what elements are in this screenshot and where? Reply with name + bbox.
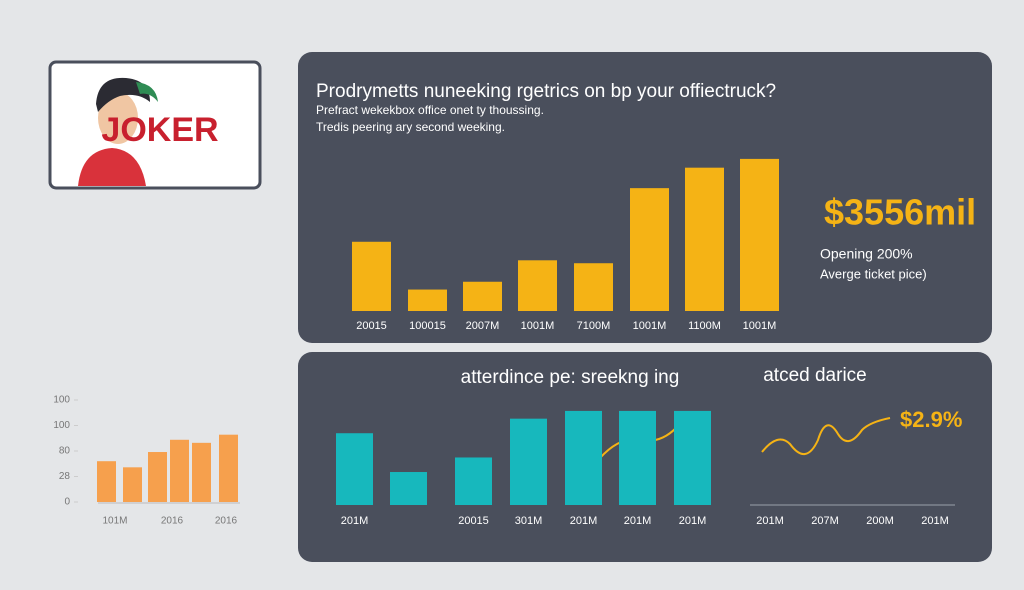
y-tick-label: 0 bbox=[64, 497, 70, 508]
logo-figure bbox=[78, 77, 158, 186]
bar bbox=[455, 457, 492, 505]
stat-value: $3556mil bbox=[824, 192, 976, 233]
x-tick-label: 1001M bbox=[743, 320, 777, 332]
y-tick-label: 28 bbox=[59, 471, 71, 482]
bar bbox=[685, 167, 724, 311]
x-tick-label: 1001M bbox=[633, 320, 667, 332]
bar bbox=[619, 410, 656, 505]
stat-note: Opening 200% bbox=[820, 246, 913, 262]
x-tick-label: 101M bbox=[102, 516, 127, 527]
x-tick-label: 301M bbox=[515, 515, 543, 527]
logo-text: JOKER bbox=[101, 111, 218, 149]
bar bbox=[192, 442, 211, 502]
x-tick-label: 201M bbox=[756, 515, 784, 527]
x-tick-label: 201M bbox=[921, 515, 949, 527]
chart-title: Prodrymetts nuneeking rgetrics on bp you… bbox=[316, 81, 776, 102]
x-tick-label: 20015 bbox=[458, 515, 489, 527]
x-tick-label: 20015 bbox=[356, 320, 387, 332]
bar bbox=[336, 433, 373, 505]
bar bbox=[148, 452, 167, 502]
bar bbox=[630, 188, 669, 311]
bar bbox=[463, 281, 502, 311]
x-tick-label: 2016 bbox=[161, 516, 184, 527]
annotation: $2.9% bbox=[900, 407, 962, 432]
stat-note: Averge ticket pice) bbox=[820, 266, 927, 281]
x-tick-label: 201M bbox=[570, 515, 598, 527]
bar bbox=[565, 410, 602, 505]
bar bbox=[352, 241, 391, 311]
bar bbox=[97, 461, 116, 502]
bar bbox=[740, 158, 779, 311]
chart-title: atterdince pe: sreekng ing bbox=[461, 367, 680, 388]
y-tick-label: 100 bbox=[53, 395, 70, 406]
bar bbox=[674, 410, 711, 505]
x-tick-label: 1100M bbox=[688, 320, 721, 332]
x-tick-label: 201M bbox=[341, 515, 369, 527]
y-tick-label: 100 bbox=[53, 420, 70, 431]
bar bbox=[510, 418, 547, 505]
bar bbox=[574, 263, 613, 311]
x-tick-label: 7100M bbox=[577, 320, 611, 332]
bar bbox=[518, 260, 557, 311]
x-tick-label: 201M bbox=[679, 515, 707, 527]
bar bbox=[123, 467, 142, 502]
x-tick-label: 207M bbox=[811, 515, 839, 527]
x-tick-label: 200M bbox=[866, 515, 894, 527]
chart-title: atced darice bbox=[763, 365, 867, 386]
subtitle: Prefract wekekbox office onet ty thoussi… bbox=[316, 103, 544, 117]
trend-line bbox=[761, 417, 891, 455]
x-tick-label: 2007M bbox=[466, 320, 500, 332]
x-tick-label: 1001M bbox=[521, 320, 555, 332]
x-tick-label: 2016 bbox=[215, 516, 238, 527]
bar bbox=[219, 434, 238, 502]
bar bbox=[390, 472, 427, 505]
x-tick-label: 201M bbox=[624, 515, 652, 527]
subtitle: Tredis peering ary second weeking. bbox=[316, 120, 505, 134]
y-tick-label: 80 bbox=[59, 446, 71, 457]
bar bbox=[170, 439, 189, 502]
bar bbox=[408, 289, 447, 311]
x-tick-label: 100015 bbox=[409, 320, 446, 332]
